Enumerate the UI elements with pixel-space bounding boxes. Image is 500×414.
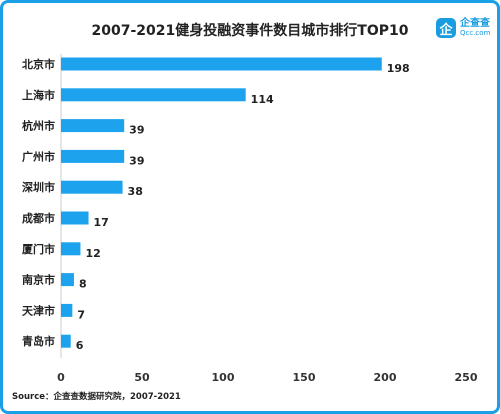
x-tick-label: 150: [293, 371, 316, 384]
data-label: 39: [129, 124, 144, 137]
category-label: 南京市: [22, 273, 55, 287]
data-label: 7: [77, 308, 85, 321]
data-label: 8: [79, 278, 87, 291]
data-label: 17: [94, 216, 109, 229]
bar: [61, 88, 246, 102]
x-tick-label: 0: [57, 371, 65, 384]
bar: [61, 242, 81, 256]
x-tick-label: 100: [212, 371, 235, 384]
category-label: 天津市: [22, 303, 55, 317]
data-label: 6: [76, 339, 84, 352]
logo-icon: 企: [436, 18, 456, 38]
logo-text: 企查查 Qcc.com: [460, 19, 490, 37]
bar: [61, 180, 123, 194]
logo-domain: Qcc.com: [460, 28, 491, 37]
logo-name: 企查查: [460, 18, 490, 30]
data-label: 198: [387, 62, 410, 75]
category-label: 成都市: [22, 211, 55, 225]
data-label: 12: [85, 247, 100, 260]
x-tick-label: 50: [134, 371, 150, 384]
bar: [61, 211, 89, 225]
x-tick-label: 250: [455, 371, 478, 384]
brand-logo: 企 企查查 Qcc.com: [436, 18, 490, 38]
bar: [61, 303, 73, 317]
bar: [61, 149, 125, 163]
bar: [61, 57, 382, 71]
category-label: 杭州市: [22, 119, 55, 133]
bar: [61, 334, 71, 348]
data-label: 38: [128, 185, 143, 198]
category-label: 青岛市: [22, 334, 55, 348]
category-label: 广州市: [22, 149, 55, 163]
data-label: 39: [129, 154, 144, 167]
category-label: 深圳市: [22, 180, 55, 194]
category-label: 厦门市: [22, 242, 55, 256]
data-label: 114: [251, 93, 274, 106]
category-label: 北京市: [22, 57, 55, 71]
bar: [61, 273, 74, 287]
chart-title: 2007-2021健身投融资事件数目城市排行TOP10: [91, 23, 409, 39]
source-note: Source：企查查数据研究院，2007-2021: [12, 392, 181, 402]
x-tick-label: 200: [374, 371, 397, 384]
category-label: 上海市: [22, 88, 55, 102]
bar: [61, 119, 125, 133]
